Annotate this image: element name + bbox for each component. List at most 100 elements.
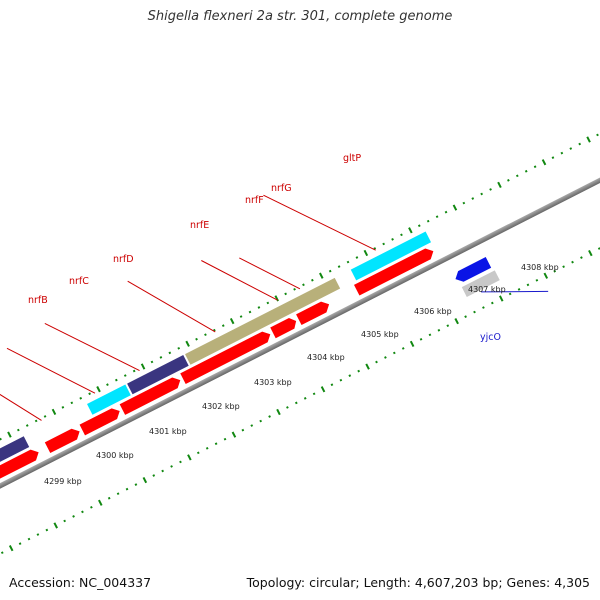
cds-arrow-nrfD <box>119 377 181 415</box>
minor-tick <box>81 510 84 514</box>
minor-tick <box>384 356 387 359</box>
cds-arrow-reverse-yjcO <box>455 256 492 282</box>
minor-tick <box>571 260 574 264</box>
minor-tick <box>508 292 512 296</box>
gene-label-nrfC[interactable]: nrfC <box>69 276 89 287</box>
minor-tick <box>401 347 405 350</box>
minor-tick <box>257 306 261 309</box>
minor-tick <box>446 324 450 328</box>
minor-tick <box>471 197 475 200</box>
minor-tick <box>266 301 270 305</box>
minor-tick <box>435 215 439 219</box>
major-tick <box>588 249 593 257</box>
minor-tick <box>490 301 494 305</box>
genome-summary: Topology: circular; Length: 4,607,203 bp… <box>246 575 590 590</box>
major-tick <box>8 545 14 552</box>
kbp-label: 4303 kbp <box>254 378 292 387</box>
minor-tick <box>134 483 138 486</box>
minor-tick <box>259 419 263 423</box>
minor-tick <box>79 396 83 400</box>
major-tick <box>408 227 413 234</box>
major-tick <box>187 454 192 461</box>
minor-tick <box>116 492 120 496</box>
gene-label-nrfD[interactable]: nrfD <box>113 254 134 265</box>
minor-tick <box>551 156 555 159</box>
minor-tick <box>462 201 466 205</box>
minor-tick <box>391 238 394 241</box>
minor-tick <box>293 287 296 291</box>
minor-tick <box>473 310 476 314</box>
yjcO-leader <box>481 290 549 293</box>
minor-tick <box>284 292 287 296</box>
gene-label-yjcO[interactable]: yjcO <box>480 332 501 343</box>
cds-arrow-1 <box>0 449 39 503</box>
minor-tick <box>553 269 557 273</box>
kbp-label: 4302 kbp <box>202 402 240 411</box>
minor-tick <box>168 351 172 355</box>
major-tick <box>140 363 146 370</box>
gene-label-nrfE[interactable]: nrfE <box>190 220 209 231</box>
major-tick <box>365 363 370 370</box>
minor-tick <box>569 147 573 150</box>
major-tick <box>409 340 415 347</box>
major-tick <box>454 318 459 325</box>
major-tick <box>543 272 549 279</box>
minor-tick <box>63 519 66 523</box>
minor-tick <box>177 346 181 350</box>
minor-tick <box>132 369 136 373</box>
gene-bar-grey-yjcO <box>461 270 500 297</box>
gene-label-gltP[interactable]: gltP <box>343 153 361 164</box>
minor-tick <box>560 151 564 155</box>
gene-label-nrfG[interactable]: nrfG <box>271 183 292 194</box>
cds-arrow-nrfG <box>296 301 330 326</box>
kbp-label: 4307 kbp <box>468 285 506 294</box>
inner-tick-track <box>0 247 600 555</box>
minor-tick <box>241 428 245 432</box>
minor-tick <box>248 310 252 314</box>
minor-tick <box>480 192 484 196</box>
cds-arrows <box>0 248 434 503</box>
minor-tick <box>437 328 441 332</box>
minor-tick <box>311 278 314 282</box>
minor-tick <box>482 306 485 309</box>
minor-tick <box>61 406 65 409</box>
major-tick <box>319 272 324 279</box>
major-tick <box>274 295 279 302</box>
minor-tick <box>223 437 227 441</box>
major-tick <box>586 136 591 143</box>
minor-tick <box>150 360 154 364</box>
minor-tick <box>152 474 156 477</box>
minor-tick <box>419 337 423 341</box>
minor-tick <box>34 419 38 423</box>
minor-tick <box>268 415 271 418</box>
gene-label-nrfF[interactable]: nrfF <box>245 195 264 206</box>
minor-tick <box>339 378 343 382</box>
cds-arrow-nrfB <box>44 428 80 454</box>
major-tick <box>452 204 458 211</box>
gene-bar-cyan-nrfC <box>87 384 131 415</box>
accession-label: Accession: NC_004337 <box>9 575 152 590</box>
minor-tick <box>161 469 165 473</box>
minor-tick <box>392 351 396 355</box>
minor-tick <box>18 542 22 545</box>
minor-tick <box>533 165 537 169</box>
minor-tick <box>524 169 528 173</box>
minor-tick <box>106 383 109 386</box>
minor-tick <box>489 188 492 191</box>
minor-tick <box>196 451 200 455</box>
gene-label-nrfB[interactable]: nrfB <box>28 295 48 306</box>
minor-tick <box>312 392 316 396</box>
minor-tick <box>0 437 2 441</box>
minor-tick <box>88 392 91 396</box>
map-title: Shigella flexneri 2a str. 301, complete … <box>147 9 453 24</box>
minor-tick <box>16 428 20 432</box>
minor-tick <box>36 533 40 536</box>
major-tick <box>231 431 237 438</box>
gene-bar-navy-nrfD <box>127 355 189 395</box>
major-tick <box>276 408 281 416</box>
minor-tick <box>286 406 289 409</box>
major-tick <box>497 181 502 189</box>
minor-tick <box>400 233 403 237</box>
kbp-label: 4305 kbp <box>361 330 399 339</box>
cds-arrow-nrfF <box>270 317 297 339</box>
